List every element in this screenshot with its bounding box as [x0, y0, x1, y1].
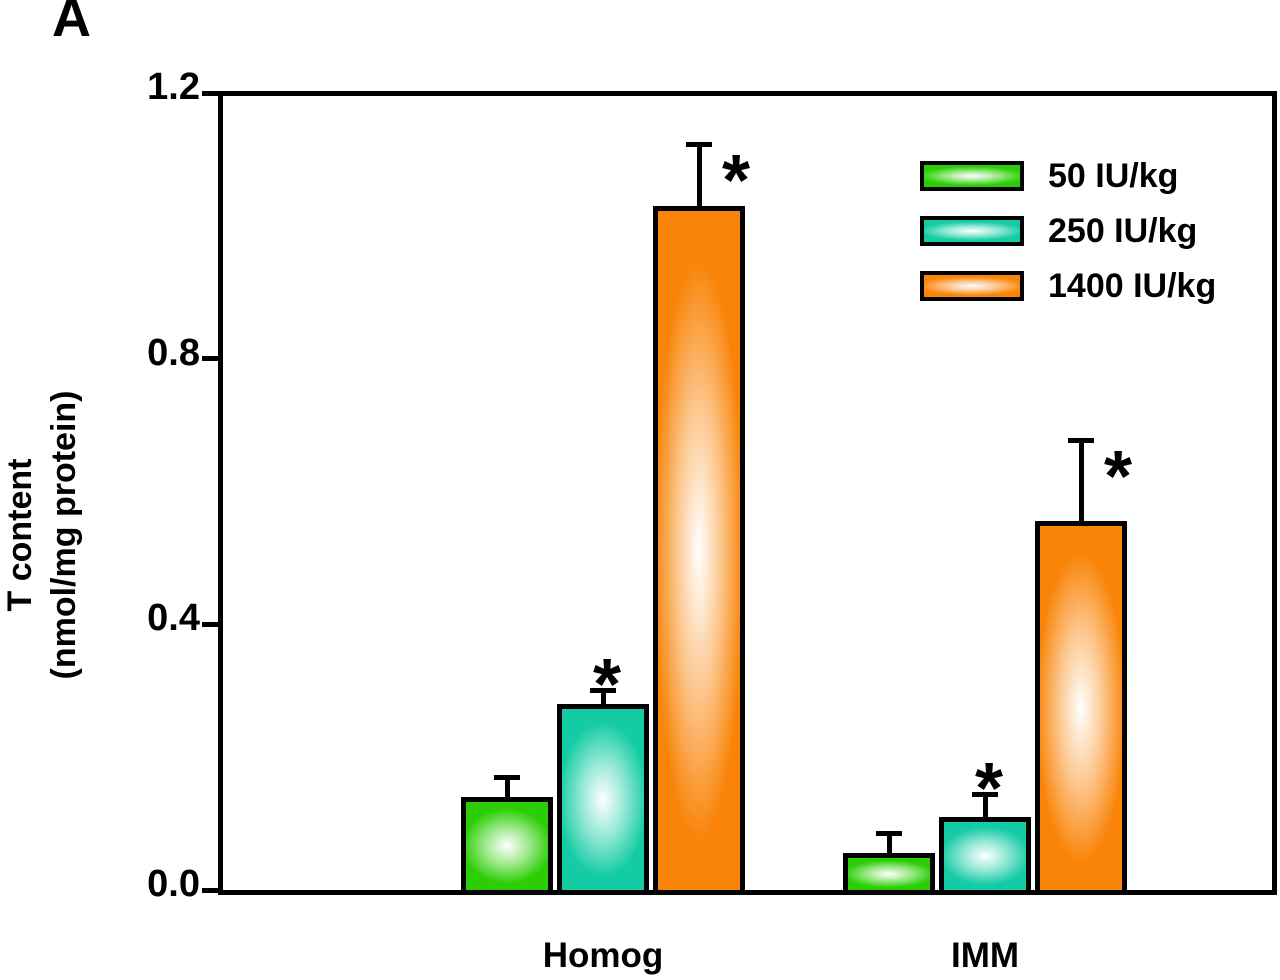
x-category-label-imm: IMM	[950, 936, 1020, 975]
significance-asterisk: *	[592, 645, 622, 726]
y-tick-label: 1.2	[147, 66, 200, 108]
legend-swatch-50	[920, 161, 1024, 191]
y-tick-mark	[202, 356, 223, 362]
bar-homog-1400	[653, 205, 745, 895]
legend-label-250: 250 IU/kg	[1048, 212, 1198, 250]
y-tick-mark	[202, 621, 223, 627]
error-bar-cap	[972, 792, 998, 798]
y-axis-title-line1: T content	[1, 458, 39, 612]
significance-asterisk: *	[721, 141, 751, 222]
error-bar-stem	[1078, 443, 1084, 522]
y-tick-mark	[202, 887, 223, 893]
significance-asterisk: *	[1103, 437, 1133, 518]
legend-swatch-1400	[920, 271, 1024, 301]
bar-homog-50	[461, 797, 553, 895]
y-axis-title: T content (nmol/mg protein)	[0, 235, 86, 835]
legend-label-50: 50 IU/kg	[1048, 157, 1179, 195]
panel-label: A	[52, 0, 91, 48]
bar-imm-1400	[1035, 521, 1127, 895]
error-bar-cap	[590, 688, 616, 694]
legend-swatch-250	[920, 216, 1024, 246]
error-bar-stem	[886, 835, 892, 854]
y-tick-label: 0.8	[147, 331, 200, 374]
error-bar-cap	[1068, 438, 1094, 444]
bar-homog-250	[557, 704, 649, 895]
error-bar-stem	[504, 780, 510, 797]
bar-imm-50	[843, 853, 935, 895]
bar-imm-250	[939, 816, 1031, 895]
y-tick-mark	[202, 90, 223, 96]
error-bar-stem	[600, 693, 606, 705]
error-bar-cap	[686, 142, 712, 148]
error-bar-cap	[494, 775, 520, 781]
error-bar-cap	[876, 830, 902, 836]
significance-asterisk: *	[974, 749, 1004, 830]
y-tick-label: 0.0	[147, 863, 200, 905]
x-category-label-homog: Homog	[542, 936, 664, 975]
error-bar-stem	[982, 797, 988, 817]
error-bar-stem	[696, 147, 702, 206]
y-tick-label: 0.4	[147, 597, 200, 640]
legend-label-1400: 1400 IU/kg	[1048, 267, 1217, 305]
